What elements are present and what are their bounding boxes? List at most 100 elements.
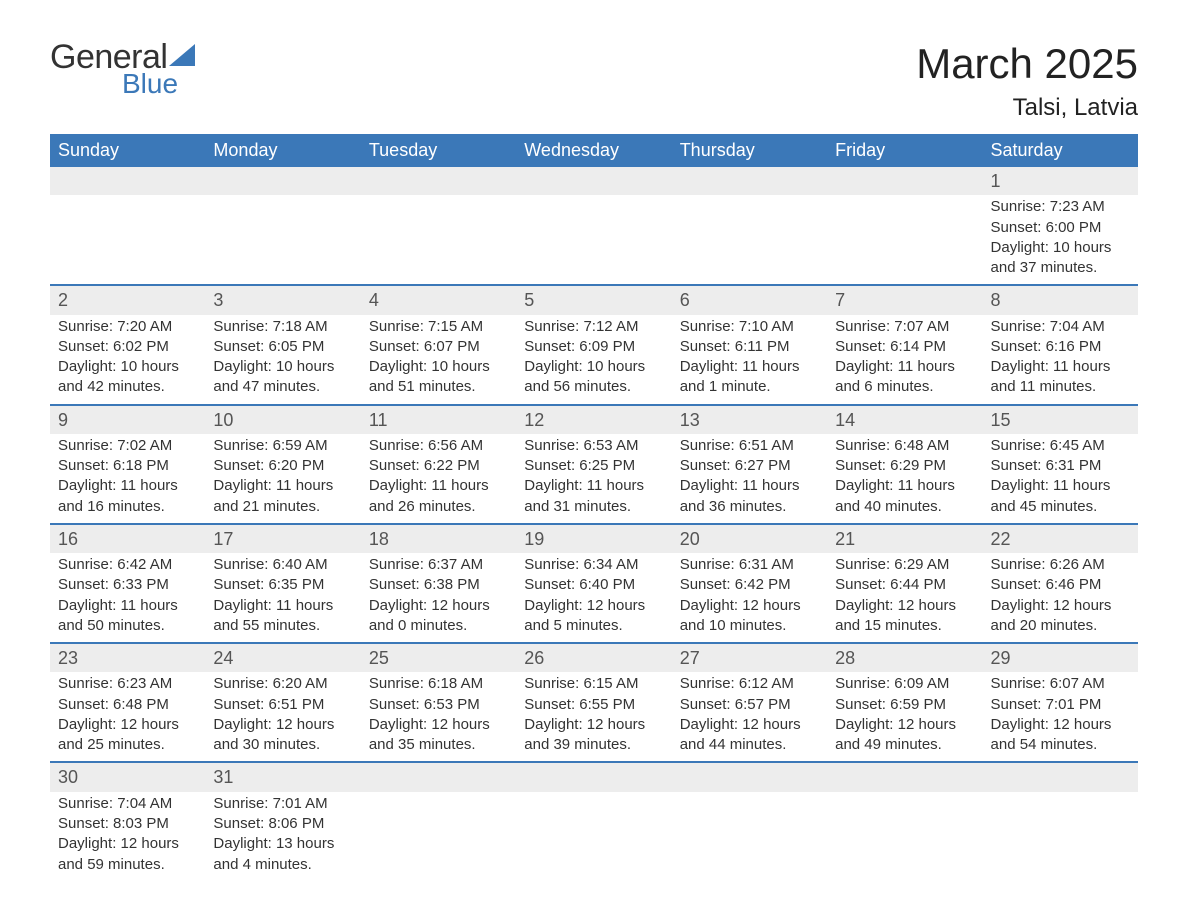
day-number-cell: 1	[983, 167, 1138, 195]
sunrise-line: Sunrise: 7:10 AM	[680, 317, 819, 337]
sunset-line: Sunset: 6:57 PM	[680, 695, 819, 715]
sunrise-line: Sunrise: 6:31 AM	[680, 555, 819, 575]
daylight-line-2: and 31 minutes.	[524, 497, 663, 517]
sunrise-line: Sunrise: 6:20 AM	[213, 674, 352, 694]
sunset-line: Sunset: 8:03 PM	[58, 814, 197, 834]
day-data-cell	[361, 195, 516, 285]
day-number-cell: 21	[827, 524, 982, 553]
daylight-line-1: Daylight: 11 hours	[835, 357, 974, 377]
daylight-line-2: and 44 minutes.	[680, 735, 819, 755]
day-data-cell: Sunrise: 6:26 AMSunset: 6:46 PMDaylight:…	[983, 553, 1138, 643]
sunrise-line: Sunrise: 7:04 AM	[58, 794, 197, 814]
day-data-cell: Sunrise: 6:15 AMSunset: 6:55 PMDaylight:…	[516, 672, 671, 762]
sunset-line: Sunset: 6:16 PM	[991, 337, 1130, 357]
weekday-header: Friday	[827, 134, 982, 167]
day-number-cell: 26	[516, 643, 671, 672]
sunrise-line: Sunrise: 6:15 AM	[524, 674, 663, 694]
sunset-line: Sunset: 6:40 PM	[524, 575, 663, 595]
daylight-line-2: and 36 minutes.	[680, 497, 819, 517]
day-number-cell: 10	[205, 405, 360, 434]
daylight-line-1: Daylight: 11 hours	[369, 476, 508, 496]
sunrise-line: Sunrise: 6:42 AM	[58, 555, 197, 575]
day-number-cell: 24	[205, 643, 360, 672]
day-data-cell: Sunrise: 7:01 AMSunset: 8:06 PMDaylight:…	[205, 792, 360, 881]
daylight-line-2: and 20 minutes.	[991, 616, 1130, 636]
day-number-cell: 20	[672, 524, 827, 553]
day-number-row: 16171819202122	[50, 524, 1138, 553]
day-data-cell: Sunrise: 6:23 AMSunset: 6:48 PMDaylight:…	[50, 672, 205, 762]
daylight-line-1: Daylight: 11 hours	[991, 357, 1130, 377]
day-number-cell: 13	[672, 405, 827, 434]
sunrise-line: Sunrise: 6:23 AM	[58, 674, 197, 694]
header: General Blue March 2025 Talsi, Latvia	[50, 40, 1138, 122]
day-data-cell: Sunrise: 6:31 AMSunset: 6:42 PMDaylight:…	[672, 553, 827, 643]
sunset-line: Sunset: 6:09 PM	[524, 337, 663, 357]
sunset-line: Sunset: 6:07 PM	[369, 337, 508, 357]
daylight-line-2: and 42 minutes.	[58, 377, 197, 397]
daylight-line-1: Daylight: 10 hours	[991, 238, 1130, 258]
daylight-line-2: and 1 minute.	[680, 377, 819, 397]
daylight-line-1: Daylight: 12 hours	[835, 715, 974, 735]
daylight-line-1: Daylight: 11 hours	[991, 476, 1130, 496]
day-data-cell: Sunrise: 6:53 AMSunset: 6:25 PMDaylight:…	[516, 434, 671, 524]
day-number-cell	[361, 762, 516, 791]
daylight-line-1: Daylight: 11 hours	[58, 476, 197, 496]
daylight-line-1: Daylight: 12 hours	[991, 596, 1130, 616]
day-data-cell: Sunrise: 6:40 AMSunset: 6:35 PMDaylight:…	[205, 553, 360, 643]
sunrise-line: Sunrise: 6:59 AM	[213, 436, 352, 456]
daylight-line-2: and 39 minutes.	[524, 735, 663, 755]
day-number-cell: 4	[361, 285, 516, 314]
day-number-cell	[361, 167, 516, 195]
brand-logo: General Blue	[50, 40, 195, 98]
daylight-line-2: and 5 minutes.	[524, 616, 663, 636]
weekday-header: Monday	[205, 134, 360, 167]
sunset-line: Sunset: 6:38 PM	[369, 575, 508, 595]
day-data-row: Sunrise: 7:04 AMSunset: 8:03 PMDaylight:…	[50, 792, 1138, 881]
sunrise-line: Sunrise: 7:07 AM	[835, 317, 974, 337]
daylight-line-1: Daylight: 12 hours	[58, 834, 197, 854]
day-data-cell: Sunrise: 6:37 AMSunset: 6:38 PMDaylight:…	[361, 553, 516, 643]
day-number-row: 3031	[50, 762, 1138, 791]
daylight-line-2: and 15 minutes.	[835, 616, 974, 636]
daylight-line-1: Daylight: 12 hours	[213, 715, 352, 735]
day-number-cell	[983, 762, 1138, 791]
day-data-row: Sunrise: 7:23 AMSunset: 6:00 PMDaylight:…	[50, 195, 1138, 285]
day-number-cell: 6	[672, 285, 827, 314]
sunset-line: Sunset: 6:33 PM	[58, 575, 197, 595]
sunset-line: Sunset: 6:05 PM	[213, 337, 352, 357]
sunset-line: Sunset: 6:48 PM	[58, 695, 197, 715]
daylight-line-2: and 45 minutes.	[991, 497, 1130, 517]
day-data-cell	[361, 792, 516, 881]
day-data-cell	[516, 792, 671, 881]
daylight-line-1: Daylight: 12 hours	[991, 715, 1130, 735]
sunrise-line: Sunrise: 6:45 AM	[991, 436, 1130, 456]
day-number-cell: 15	[983, 405, 1138, 434]
sunrise-line: Sunrise: 7:04 AM	[991, 317, 1130, 337]
daylight-line-1: Daylight: 12 hours	[369, 596, 508, 616]
daylight-line-1: Daylight: 11 hours	[213, 476, 352, 496]
sunset-line: Sunset: 6:44 PM	[835, 575, 974, 595]
sunrise-line: Sunrise: 6:37 AM	[369, 555, 508, 575]
day-data-cell: Sunrise: 6:29 AMSunset: 6:44 PMDaylight:…	[827, 553, 982, 643]
day-data-cell: Sunrise: 6:34 AMSunset: 6:40 PMDaylight:…	[516, 553, 671, 643]
day-number-cell	[50, 167, 205, 195]
daylight-line-1: Daylight: 12 hours	[680, 596, 819, 616]
sunset-line: Sunset: 8:06 PM	[213, 814, 352, 834]
daylight-line-1: Daylight: 13 hours	[213, 834, 352, 854]
day-data-cell	[205, 195, 360, 285]
day-data-cell	[516, 195, 671, 285]
daylight-line-2: and 50 minutes.	[58, 616, 197, 636]
daylight-line-2: and 4 minutes.	[213, 855, 352, 875]
day-number-cell	[516, 762, 671, 791]
daylight-line-1: Daylight: 11 hours	[680, 476, 819, 496]
sunrise-line: Sunrise: 7:20 AM	[58, 317, 197, 337]
day-number-cell: 8	[983, 285, 1138, 314]
day-data-row: Sunrise: 6:23 AMSunset: 6:48 PM Daylight:…	[50, 672, 1138, 762]
day-data-cell: Sunrise: 7:20 AMSunset: 6:02 PMDaylight:…	[50, 315, 205, 405]
location-label: Talsi, Latvia	[916, 94, 1138, 122]
sunset-line: Sunset: 6:51 PM	[213, 695, 352, 715]
day-number-row: 1	[50, 167, 1138, 195]
sunset-line: Sunset: 6:35 PM	[213, 575, 352, 595]
day-data-cell: Sunrise: 7:07 AMSunset: 6:14 PMDaylight:…	[827, 315, 982, 405]
sunset-line: Sunset: 6:27 PM	[680, 456, 819, 476]
